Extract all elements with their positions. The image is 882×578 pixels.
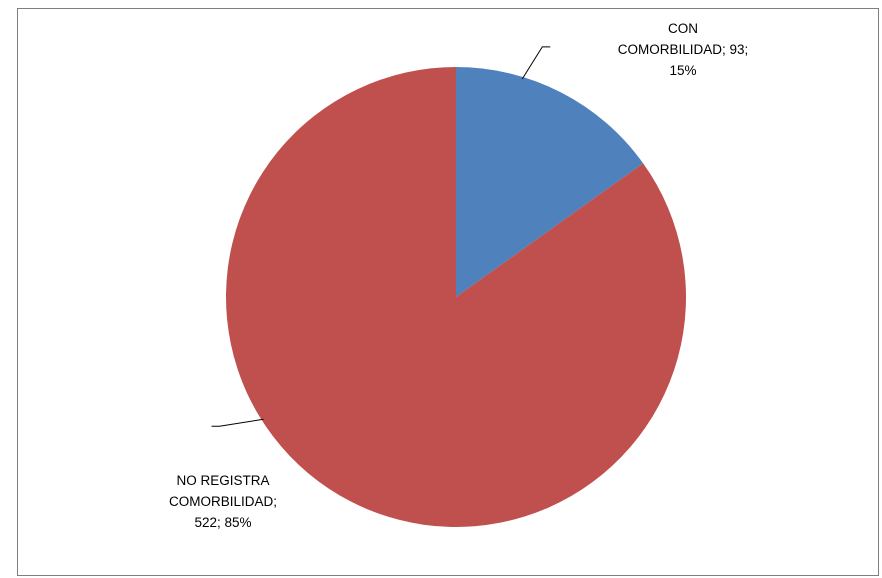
data-label-line: 15% — [669, 63, 697, 78]
chart-area: CON COMORBILIDAD; 93; 15% NO REGISTRA CO… — [17, 8, 879, 576]
data-label-line: 522; 85% — [194, 515, 252, 530]
data-label-line: NO REGISTRA — [176, 473, 270, 488]
pie-slice-no-registra-comorbilidad — [225, 67, 686, 527]
pie-chart — [211, 46, 686, 527]
pie-slice-con-comorbilidad — [456, 67, 644, 297]
data-label-line: COMORBILIDAD; — [168, 494, 277, 509]
leader-line-no-registra-comorbilidad — [211, 418, 264, 427]
data-label-line: CON — [668, 21, 698, 36]
leader-line-con-comorbilidad — [521, 46, 551, 80]
data-label-con-comorbilidad: CON COMORBILIDAD; 93; 15% — [588, 18, 778, 81]
data-label-no-registra-comorbilidad: NO REGISTRA COMORBILIDAD; 522; 85% — [138, 470, 308, 533]
data-label-line: COMORBILIDAD; 93; — [617, 42, 749, 57]
